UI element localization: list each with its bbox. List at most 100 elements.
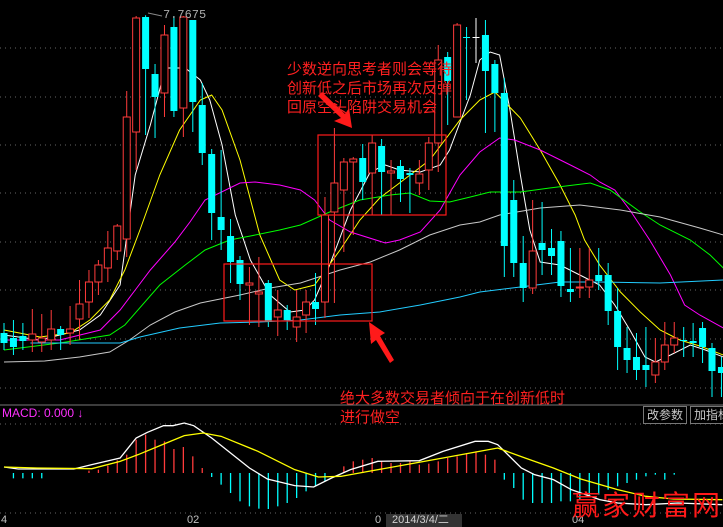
candle-body-down [491,64,499,93]
candle-body-up [84,281,93,303]
candle-body-up [660,344,669,363]
candle-body-down [548,248,556,256]
candle-body-up [339,161,348,191]
candle-body-down [264,283,272,322]
candle-body-up [94,264,103,283]
candle-body-up [122,116,131,240]
candle-body-down [359,158,367,182]
candle-body-up [302,301,311,316]
high-price-label: 7.7675 [163,8,207,22]
candle-body-up [453,24,462,118]
high-marker-line [147,12,163,17]
candle-body-down [481,35,489,71]
candle-body-down [614,311,622,347]
add-indicator-button[interactable]: 加指标 [690,406,723,424]
candle-body-up [528,250,537,289]
candle-body-up [103,247,112,269]
candle-body-up [349,158,358,163]
candle-body-down [642,365,650,370]
candle-body-up [415,173,424,184]
candle-body-down [0,333,8,343]
candle-body-down [463,37,471,38]
modify-params-button[interactable]: 改参数 [643,406,688,424]
candle-body-down [236,260,244,284]
moving-average-line [3,204,723,363]
candle-body-down [595,275,603,281]
candle-body-up [368,142,377,174]
candle-body-down [198,105,206,153]
annotation-line: 少数逆向思考者则会等待 [287,60,453,78]
down-arrow-icon: ↓ [77,406,84,420]
candle-body-up [434,59,443,144]
red-arrow-icon [318,92,352,128]
annotation-line: 回原空头陷阱交易机会 [287,98,438,116]
candle-body-down [19,336,27,341]
candle-body-down [604,275,612,311]
candle-body-up [28,333,37,341]
candle-body-down [632,357,640,370]
candle-body-down [9,338,17,347]
candle-body-up [66,328,75,334]
moving-average-line [3,91,723,356]
candle-body-up [254,291,263,295]
candle-body-up [75,303,84,320]
annotation-line: 进行做空 [340,408,401,426]
candle-body-up [47,328,56,341]
annotation-contrarian: 少数逆向思考者则会等待 创新低之后市场再次反弹 回原空头陷阱交易机会 [287,60,452,117]
candle-body-up [575,286,584,289]
candle-body-down [396,166,404,179]
candle-body-down [623,348,631,360]
candle-body-down [312,302,320,309]
candle-body-up [113,225,122,252]
moving-average-line [30,279,723,344]
x-tick-label: 02 [187,514,200,526]
candle-body-up [179,16,188,109]
x-tick-label: 4 [1,514,8,526]
candle-body-up [273,309,282,318]
candle-body-down [444,57,452,81]
candle-body-down [699,328,707,347]
red-arrow-icon [369,322,394,363]
cursor-date-box: 2014/3/4/二 [386,514,462,527]
candle-body-up [585,279,594,288]
candle-body-down [406,173,414,175]
candle-body-up [132,17,141,133]
macd-dif-line [3,422,723,506]
candle-body-down [217,217,225,230]
candle-doji [472,37,480,38]
x-tick-label: 0 [375,514,382,526]
candle-body-down [510,200,518,263]
candle-body-up [330,182,339,213]
candle-body-down [680,340,688,341]
candle-body-up [424,142,433,171]
candle-body-up [160,34,169,94]
candle-body-down [689,341,697,343]
candle-body-down [208,154,216,213]
candle-body-up [292,316,301,328]
annotation-line: 绝大多数交易者倾向于在创新低时 [340,389,566,407]
candle-body-down [378,146,386,172]
candle-body-up [245,282,254,286]
macd-value: MACD: 0.000 [2,406,75,420]
candle-body-down [170,27,178,111]
annotation-line: 创新低之后市场再次反弹 [287,79,453,97]
candle-body-down [151,74,159,97]
annotation-majority: 绝大多数交易者倾向于在创新低时 进行做空 [340,389,565,427]
watermark-logo: 赢家财富网 [572,489,723,522]
candle-body-up [320,214,329,303]
candle-body-up [651,361,660,376]
macd-indicator-label: MACD: 0.000 ↓ [2,406,83,420]
candle-body-down [717,367,723,373]
candle-body-down [57,329,65,335]
annotation-box-rebound [317,134,447,216]
candle-body-up [670,337,679,346]
macd-dea-line [3,432,723,501]
candle-body-down [538,243,546,250]
candle-body-down [566,289,574,292]
candle-body-down [519,263,527,288]
annotation-box-low [223,263,373,322]
candle-body-down [557,241,565,286]
candle-body-down [189,20,197,102]
